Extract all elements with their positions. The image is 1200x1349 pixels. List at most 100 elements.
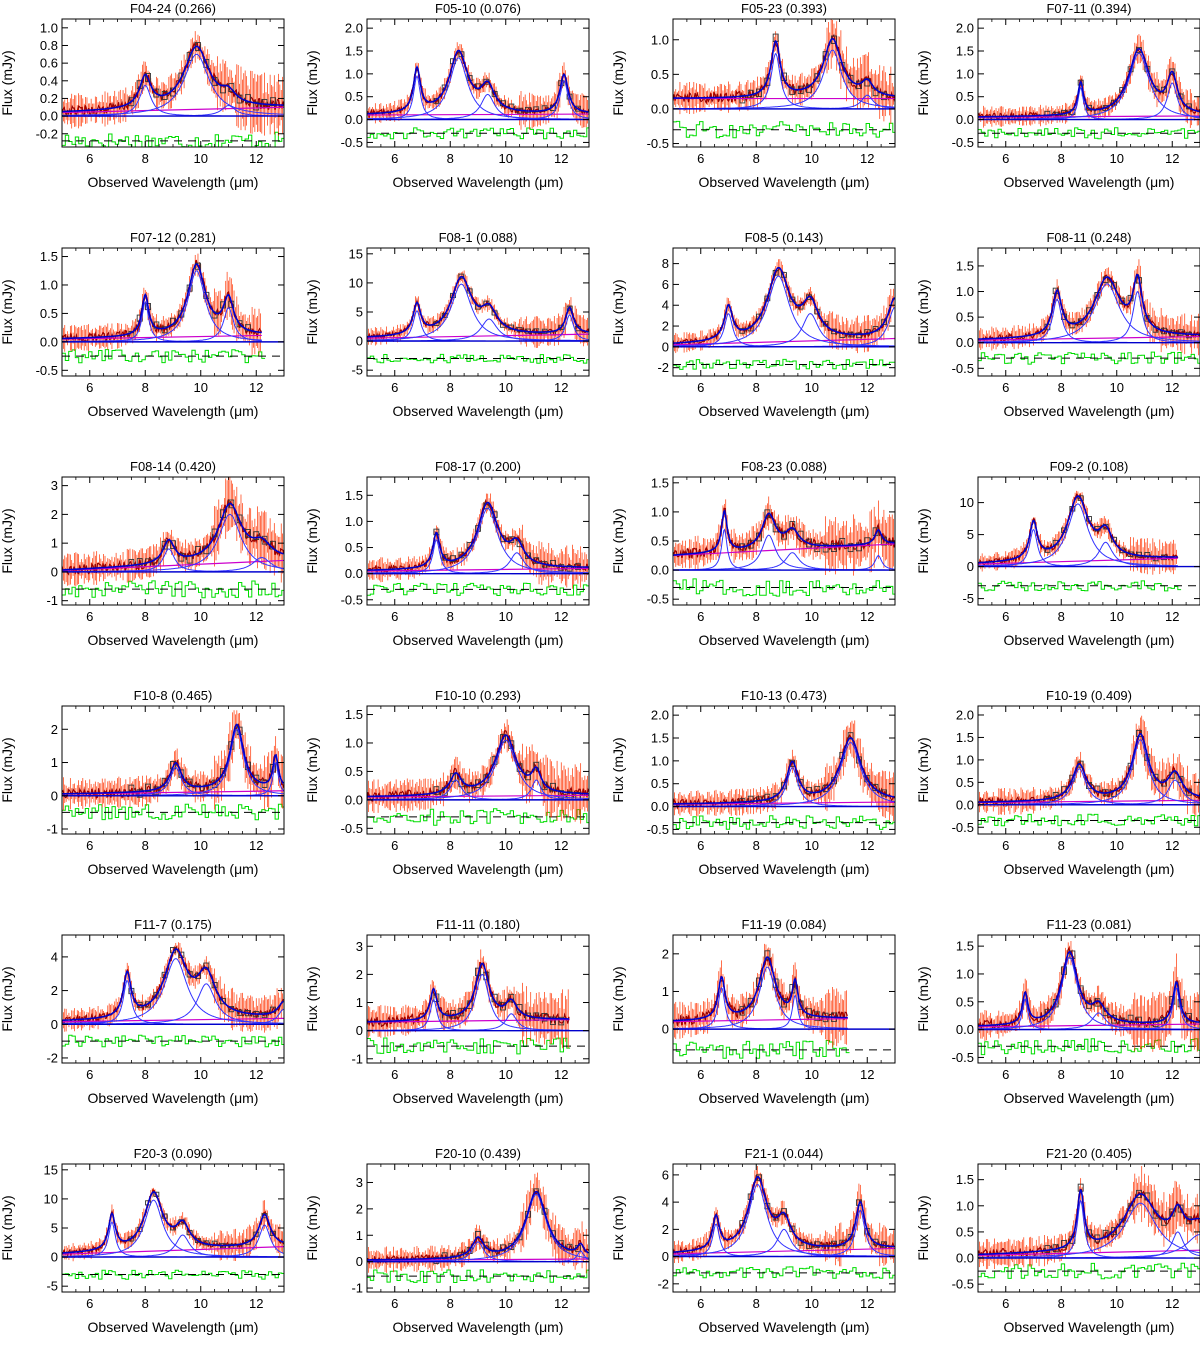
binned-point bbox=[764, 793, 771, 801]
binned-point bbox=[747, 997, 754, 1008]
binned-point bbox=[458, 51, 465, 58]
y-axis-label: Flux (mJy) bbox=[304, 966, 320, 1031]
binned-point bbox=[1119, 297, 1126, 305]
x-tick-label: 12 bbox=[554, 838, 568, 853]
plot-area bbox=[367, 270, 589, 364]
residuals-line bbox=[978, 351, 1200, 365]
binned-point bbox=[525, 106, 531, 113]
x-tick-label: 10 bbox=[499, 609, 513, 624]
binned-point bbox=[161, 326, 168, 334]
x-axis-label: Observed Wavelength (μm) bbox=[88, 861, 259, 877]
x-tick-label: 8 bbox=[142, 380, 149, 395]
binned-point bbox=[533, 761, 540, 771]
model-component-line bbox=[62, 53, 284, 116]
binned-point bbox=[450, 773, 456, 782]
y-tick-label: 1.5 bbox=[345, 44, 363, 59]
y-tick-label: -2 bbox=[46, 1050, 58, 1065]
y-tick-label: 1.0 bbox=[956, 284, 974, 299]
binned-point bbox=[475, 779, 481, 788]
y-tick-label: 0.5 bbox=[956, 775, 974, 790]
x-tick-label: 8 bbox=[447, 380, 454, 395]
x-tick-label: 10 bbox=[194, 151, 208, 166]
panel-title: F10-10 (0.293) bbox=[435, 688, 521, 703]
continuum-line bbox=[367, 567, 589, 572]
x-tick-label: 6 bbox=[697, 1067, 704, 1082]
binned-point bbox=[244, 94, 251, 104]
x-tick-label: 10 bbox=[1110, 151, 1124, 166]
model-component-line bbox=[978, 503, 1178, 567]
plot-area bbox=[62, 1187, 284, 1280]
x-tick-label: 8 bbox=[1058, 1067, 1065, 1082]
y-tick-label: 1 bbox=[662, 984, 669, 999]
y-tick-label: 1 bbox=[51, 536, 58, 551]
model-component-line bbox=[673, 966, 848, 1029]
binned-point bbox=[261, 1011, 268, 1019]
axes-frame bbox=[672, 247, 896, 377]
continuum-line bbox=[62, 334, 262, 340]
x-tick-label: 6 bbox=[86, 151, 93, 166]
y-axis-label: Flux (mJy) bbox=[610, 508, 626, 573]
plot-area bbox=[673, 19, 895, 139]
y-tick-label: 0 bbox=[662, 339, 669, 354]
model-total-line bbox=[367, 501, 589, 571]
x-tick-label: 10 bbox=[499, 1067, 513, 1082]
x-axis-label: Observed Wavelength (μm) bbox=[699, 1090, 870, 1106]
y-axis-label: Flux (mJy) bbox=[915, 966, 931, 1031]
x-tick-label: 6 bbox=[697, 151, 704, 166]
y-tick-label: 0.0 bbox=[956, 112, 974, 127]
y-tick-label: 1.5 bbox=[40, 249, 58, 264]
panel-f05-10: F05-10 (0.076) 6 8 10 12 -0.5 0.0 0.5 1.0 1.5 2.0 O… bbox=[304, 1, 590, 190]
plot-area bbox=[673, 720, 895, 830]
binned-point bbox=[458, 273, 465, 279]
x-tick-label: 8 bbox=[753, 151, 760, 166]
x-tick-label: 10 bbox=[194, 380, 208, 395]
plot-area bbox=[673, 943, 895, 1060]
binned-point bbox=[153, 992, 160, 999]
x-axis-label: Observed Wavelength (μm) bbox=[393, 1090, 564, 1106]
binned-point bbox=[781, 530, 787, 540]
y-tick-label: 1 bbox=[356, 995, 363, 1010]
y-tick-label: 0.5 bbox=[345, 540, 363, 555]
y-axis-label: Flux (mJy) bbox=[304, 508, 320, 573]
panel-title: F08-17 (0.200) bbox=[435, 459, 521, 474]
binned-point bbox=[847, 543, 854, 553]
binned-point bbox=[1102, 1007, 1109, 1017]
plot-area bbox=[367, 719, 589, 826]
model-component-line bbox=[978, 283, 1200, 343]
continuum-line bbox=[978, 557, 1178, 565]
y-tick-label: 2.0 bbox=[345, 21, 363, 36]
y-tick-label: -0.5 bbox=[647, 136, 669, 151]
binned-point bbox=[789, 86, 796, 95]
y-tick-label: 0.5 bbox=[651, 67, 669, 82]
y-tick-label: 1.5 bbox=[956, 730, 974, 745]
data-spectrum-line bbox=[673, 507, 895, 559]
y-tick-label: 0.0 bbox=[40, 109, 58, 124]
y-tick-label: 0.0 bbox=[651, 563, 669, 578]
model-total-line bbox=[978, 48, 1200, 118]
x-tick-label: 10 bbox=[805, 609, 819, 624]
model-total-line bbox=[62, 263, 262, 340]
x-tick-label: 8 bbox=[447, 609, 454, 624]
residuals-line bbox=[62, 1269, 284, 1280]
y-tick-label: 1.0 bbox=[956, 966, 974, 981]
y-tick-label: 2 bbox=[51, 722, 58, 737]
binned-point bbox=[789, 521, 796, 530]
panel-f10-19: F10-19 (0.409) 6 8 10 12 -0.5 0.0 0.5 1.0 1.5 2.0 O… bbox=[915, 688, 1200, 877]
panel-f08-11: F08-11 (0.248) 6 8 10 12 -0.5 0.0 0.5 1.0 1.5 Obse… bbox=[915, 230, 1200, 419]
binned-point bbox=[855, 332, 862, 339]
y-axis-label: Flux (mJy) bbox=[0, 279, 15, 344]
y-tick-label: 1.0 bbox=[956, 66, 974, 81]
panel-title: F11-19 (0.084) bbox=[741, 917, 826, 932]
binned-point bbox=[153, 786, 160, 795]
y-tick-label: 1.5 bbox=[651, 475, 669, 490]
binned-point bbox=[1185, 331, 1192, 339]
x-axis-label: Observed Wavelength (μm) bbox=[88, 174, 259, 190]
panel-f11-23: F11-23 (0.081) 6 8 10 12 -0.5 0.0 0.5 1.0 1.5 Obse… bbox=[915, 917, 1200, 1106]
model-total-line bbox=[367, 49, 589, 115]
binned-point bbox=[228, 83, 235, 92]
binned-point bbox=[186, 52, 193, 61]
y-tick-label: 1.0 bbox=[956, 752, 974, 767]
y-axis-label: Flux (mJy) bbox=[610, 279, 626, 344]
model-component-line bbox=[673, 742, 895, 807]
